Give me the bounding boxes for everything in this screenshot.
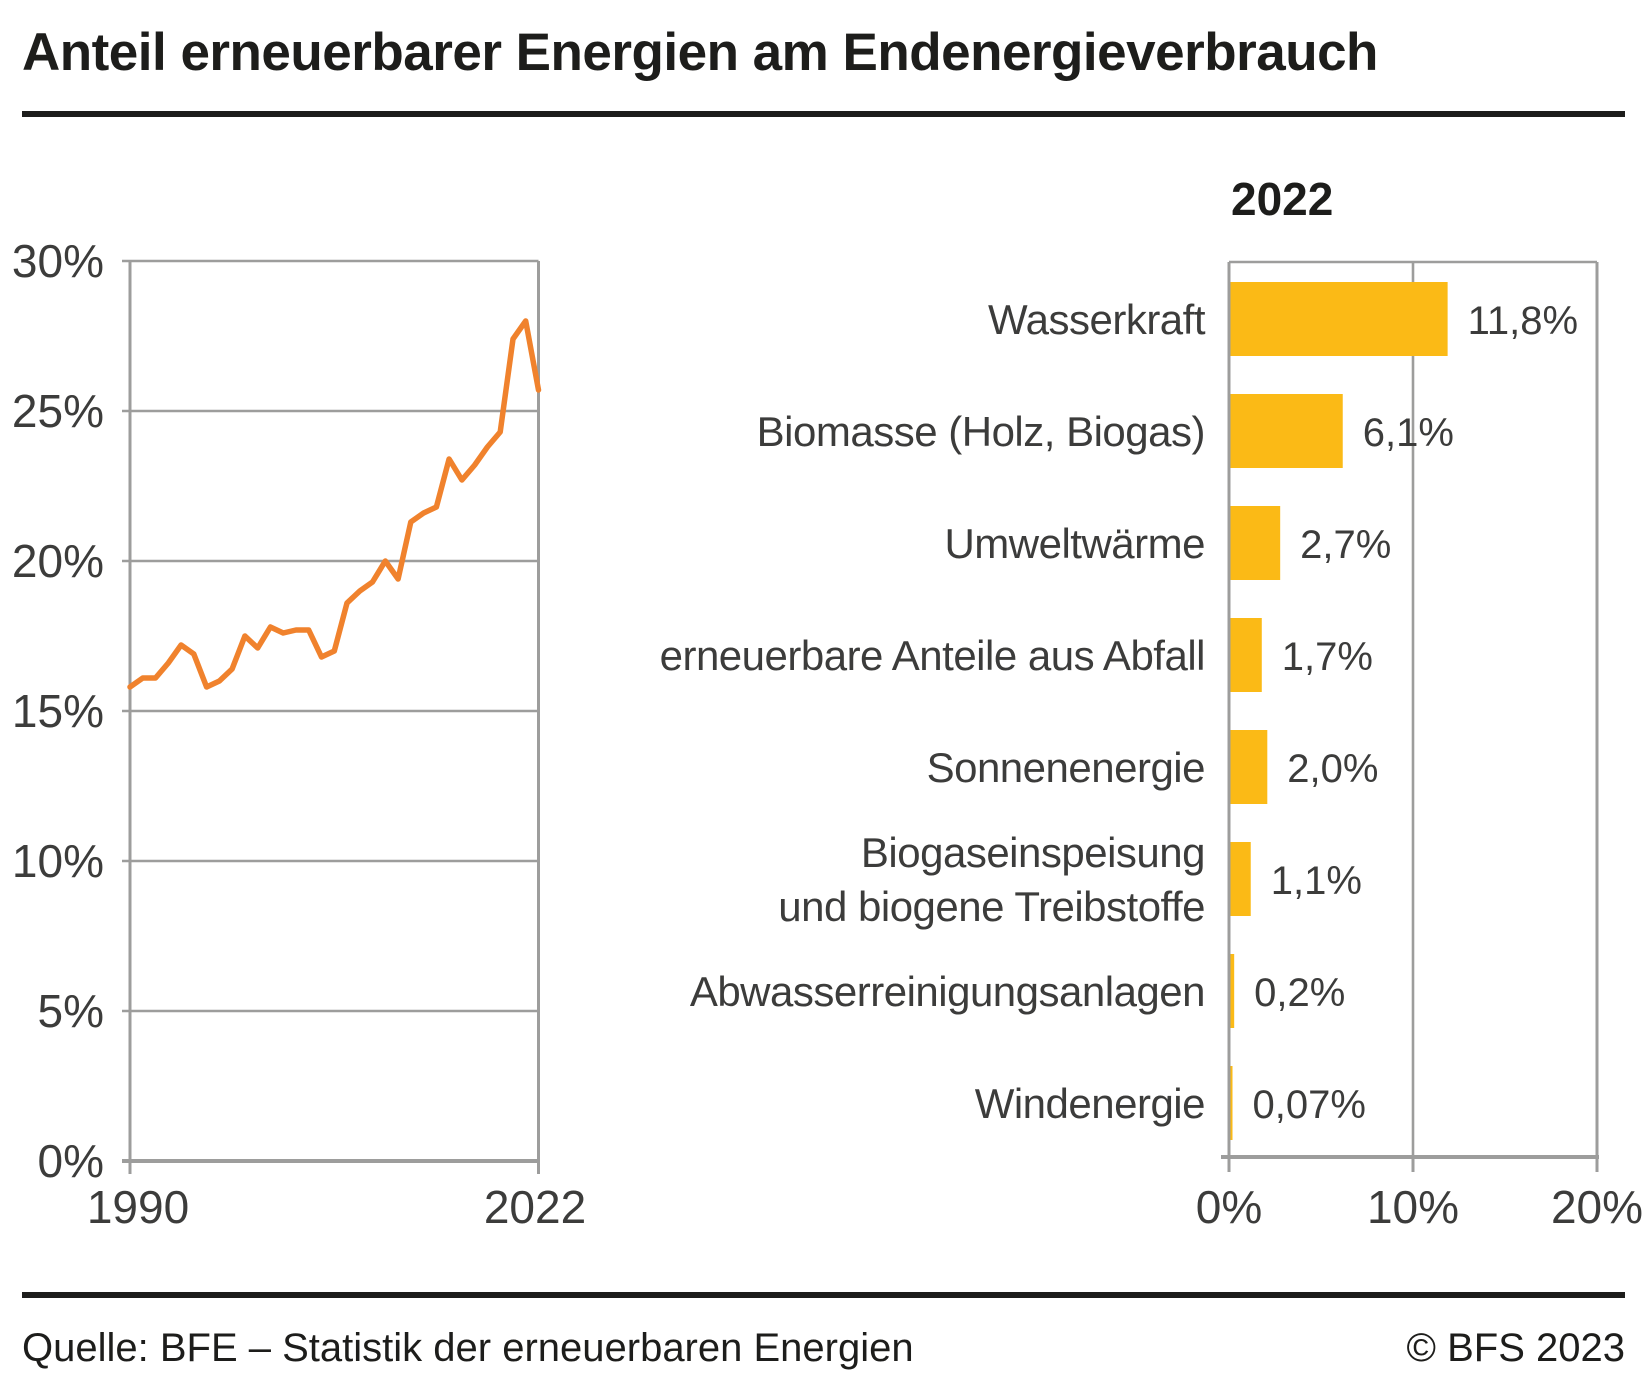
bar-6 bbox=[1230, 954, 1235, 1028]
bar-1 bbox=[1230, 394, 1343, 468]
bar-category-label: Abwasserreinigungsanlagen bbox=[690, 968, 1205, 1015]
bar-7 bbox=[1230, 1066, 1233, 1140]
bar-category-label: Umweltwärme bbox=[944, 520, 1205, 567]
bar-chart-title: 2022 bbox=[1231, 173, 1333, 225]
bar-category-label: Biomasse (Holz, Biogas) bbox=[757, 408, 1205, 455]
line-chart-x-tick-label: 1990 bbox=[87, 1181, 189, 1233]
bar-category-label: erneuerbare Anteile aus Abfall bbox=[660, 632, 1205, 679]
bar-value-label: 2,0% bbox=[1287, 747, 1378, 791]
bar-category-label-line1: Biogaseinspeisung bbox=[861, 829, 1205, 876]
bar-chart-x-tick-label: 10% bbox=[1367, 1181, 1459, 1233]
bar-value-label: 2,7% bbox=[1300, 523, 1391, 567]
line-chart-y-tick-label: 0% bbox=[38, 1135, 104, 1187]
bar-chart-x-tick-label: 20% bbox=[1551, 1181, 1643, 1233]
bar-value-label: 6,1% bbox=[1363, 411, 1454, 455]
line-chart-y-tick-label: 15% bbox=[12, 685, 104, 737]
bar-value-label: 0,2% bbox=[1254, 971, 1345, 1015]
bar-5 bbox=[1230, 842, 1251, 916]
line-chart-y-tick-label: 25% bbox=[12, 385, 104, 437]
footer: Quelle: BFE – Statistik der erneuerbaren… bbox=[22, 1326, 1625, 1371]
bar-3 bbox=[1230, 618, 1262, 692]
renewable-share-line bbox=[127, 318, 542, 690]
bar-0 bbox=[1230, 282, 1448, 356]
bar-value-label: 0,07% bbox=[1253, 1083, 1366, 1127]
bar-4 bbox=[1230, 730, 1268, 804]
bar-2 bbox=[1230, 506, 1281, 580]
line-chart-y-tick-label: 30% bbox=[12, 235, 104, 287]
title-divider bbox=[22, 111, 1625, 117]
line-chart-x-tick-label: 2022 bbox=[484, 1181, 586, 1233]
bar-value-label: 1,1% bbox=[1271, 859, 1362, 903]
bar-value-label: 1,7% bbox=[1282, 635, 1373, 679]
bar-category-label: Wasserkraft bbox=[988, 296, 1206, 343]
line-chart-y-tick-label: 10% bbox=[12, 835, 104, 887]
line-chart-y-tick-label: 20% bbox=[12, 535, 104, 587]
bar-category-label: Windenergie bbox=[975, 1080, 1205, 1127]
source-text: Quelle: BFE – Statistik der erneuerbaren… bbox=[22, 1326, 914, 1370]
page-title: Anteil erneuerbarer Energien am Endenerg… bbox=[22, 23, 1378, 82]
line-chart-y-tick-label: 5% bbox=[38, 985, 104, 1037]
bar-category-label-line2: und biogene Treibstoffe bbox=[778, 883, 1205, 930]
copyright-text: © BFS 2023 bbox=[1406, 1326, 1625, 1370]
bar-category-label: Sonnenenergie bbox=[927, 744, 1205, 791]
bar-chart-x-tick-label: 0% bbox=[1196, 1181, 1262, 1233]
bar-value-label: 11,8% bbox=[1468, 299, 1578, 343]
footer-divider bbox=[22, 1292, 1625, 1298]
